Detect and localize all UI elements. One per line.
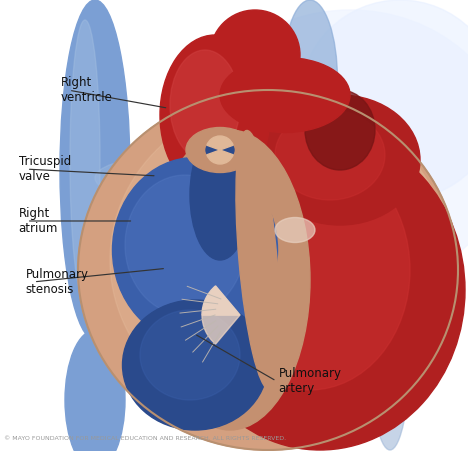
Ellipse shape	[275, 110, 385, 200]
Text: Right
atrium: Right atrium	[19, 207, 58, 235]
Ellipse shape	[123, 300, 268, 430]
Ellipse shape	[206, 140, 234, 160]
Ellipse shape	[305, 90, 375, 170]
Ellipse shape	[140, 310, 240, 400]
Ellipse shape	[220, 57, 350, 133]
Ellipse shape	[236, 130, 280, 390]
Ellipse shape	[160, 35, 270, 195]
Wedge shape	[202, 315, 240, 344]
Ellipse shape	[190, 10, 468, 290]
Ellipse shape	[110, 100, 450, 420]
Ellipse shape	[112, 157, 278, 342]
Ellipse shape	[125, 175, 245, 315]
Wedge shape	[207, 136, 233, 150]
Ellipse shape	[65, 330, 125, 451]
Ellipse shape	[95, 158, 215, 198]
Ellipse shape	[190, 130, 250, 260]
Ellipse shape	[78, 90, 458, 450]
Text: Right
ventricle: Right ventricle	[61, 76, 113, 104]
Ellipse shape	[150, 130, 310, 430]
Text: Pulmonary
artery: Pulmonary artery	[278, 367, 342, 395]
Ellipse shape	[175, 130, 465, 450]
Ellipse shape	[170, 50, 240, 160]
Ellipse shape	[275, 217, 315, 243]
Ellipse shape	[300, 0, 468, 200]
Ellipse shape	[210, 150, 410, 390]
Ellipse shape	[210, 10, 300, 100]
Text: Pulmonary
stenosis: Pulmonary stenosis	[26, 268, 89, 296]
Ellipse shape	[60, 0, 130, 340]
Ellipse shape	[186, 128, 254, 172]
Ellipse shape	[85, 152, 245, 217]
Wedge shape	[207, 150, 233, 164]
Ellipse shape	[260, 95, 420, 225]
Ellipse shape	[70, 20, 100, 300]
Text: © MAYO FOUNDATION FOR MEDICAL EDUCATION AND RESEARCH. ALL RIGHTS RESERVED.: © MAYO FOUNDATION FOR MEDICAL EDUCATION …	[4, 436, 286, 441]
Text: Tricuspid
valve: Tricuspid valve	[19, 155, 71, 183]
Wedge shape	[202, 286, 240, 315]
Ellipse shape	[283, 0, 337, 160]
Ellipse shape	[370, 250, 410, 450]
